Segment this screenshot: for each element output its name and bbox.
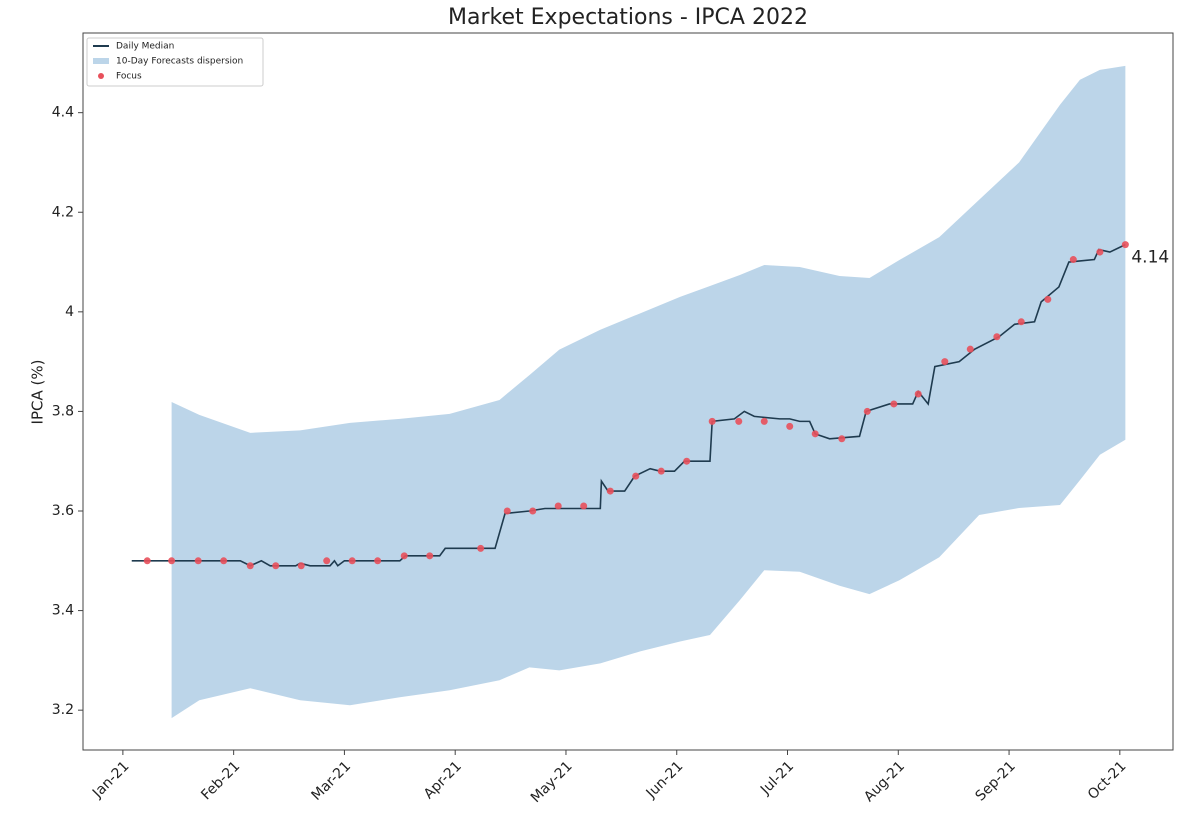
focus-point	[297, 562, 305, 570]
focus-point	[1017, 318, 1025, 326]
focus-point	[890, 400, 898, 408]
focus-point	[838, 435, 846, 443]
y-tick-label: 4.2	[52, 204, 74, 220]
y-tick-label: 4	[65, 304, 74, 320]
median-line	[131, 243, 1126, 567]
x-tick-label: Jun-21	[643, 758, 687, 802]
legend: Daily Median 10-Day Forecasts dispersion F…	[86, 37, 264, 87]
focus-point	[760, 417, 768, 425]
focus-point	[323, 557, 331, 565]
legend-label: Daily Median	[116, 42, 174, 52]
focus-point	[246, 562, 254, 570]
legend-box	[86, 37, 264, 87]
x-tick-label: Jul-21	[757, 758, 797, 798]
focus-point	[1044, 295, 1052, 303]
y-tick-label: 3.8	[52, 403, 74, 419]
focus-point	[1096, 248, 1104, 256]
focus-point	[786, 422, 794, 430]
focus-point	[993, 333, 1001, 341]
focus-point	[1121, 241, 1129, 249]
x-tick-label: Feb-21	[198, 758, 243, 803]
focus-point	[194, 557, 202, 565]
focus-point	[348, 557, 356, 565]
y-tick-label: 3.6	[52, 503, 74, 519]
focus-point	[554, 502, 562, 510]
x-tick-label: Oct-21	[1085, 758, 1130, 803]
plot-frame	[82, 32, 1174, 751]
focus-point	[657, 467, 665, 475]
focus-point	[914, 390, 922, 398]
focus-point	[168, 557, 176, 565]
focus-point	[1069, 256, 1077, 264]
focus-point	[632, 472, 640, 480]
y-axis-label: IPCA (%)	[29, 360, 47, 425]
focus-point	[143, 557, 151, 565]
focus-point	[220, 557, 228, 565]
x-tick-label: Jan-21	[89, 758, 132, 801]
dispersion-band	[171, 65, 1126, 719]
focus-point	[683, 457, 691, 465]
x-tick-label: May-21	[528, 758, 576, 806]
y-tick-label: 3.4	[52, 603, 74, 619]
plot-area	[131, 65, 1129, 719]
legend-label: Focus	[116, 72, 142, 82]
focus-point	[529, 507, 537, 515]
focus-point	[811, 430, 819, 438]
legend-swatch	[98, 73, 104, 79]
legend-swatch	[93, 58, 109, 64]
focus-point	[863, 407, 871, 415]
focus-point	[606, 487, 614, 495]
focus-point	[966, 345, 974, 353]
y-tick-label: 4.4	[52, 105, 74, 121]
focus-point	[426, 552, 434, 560]
x-tick-label: Mar-21	[309, 758, 355, 804]
focus-point	[477, 544, 485, 552]
focus-point	[272, 562, 280, 570]
focus-point	[580, 502, 588, 510]
last-value-annotation: 4.14	[1131, 248, 1169, 268]
focus-point	[400, 552, 408, 560]
focus-point	[374, 557, 382, 565]
x-tick-label: Apr-21	[421, 758, 465, 802]
x-tick-label: Aug-21	[861, 758, 908, 805]
chart-title: Market Expectations - IPCA 2022	[448, 5, 808, 30]
y-tick-label: 3.2	[52, 702, 74, 718]
legend-label: 10-Day Forecasts dispersion	[116, 57, 243, 67]
focus-point	[503, 507, 511, 515]
focus-point	[708, 417, 716, 425]
x-tick-label: Sep-21	[973, 758, 1019, 804]
focus-point	[735, 417, 743, 425]
focus-point	[941, 358, 949, 366]
